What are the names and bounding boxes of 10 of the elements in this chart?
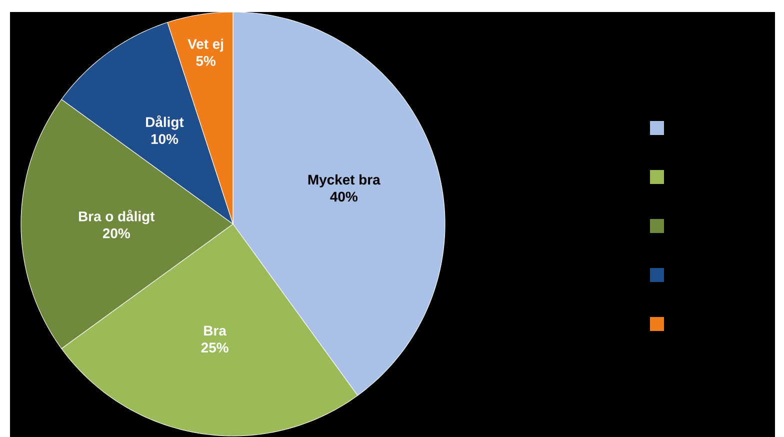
data-label: 10%	[151, 134, 178, 144]
slice-label: Vet ej	[188, 38, 224, 52]
data-label: 25%	[201, 342, 228, 353]
data-label: 20%	[102, 228, 130, 238]
slice-label: Bra	[204, 326, 227, 336]
slice-label: Bra o dåligt	[78, 210, 155, 224]
slice-label: Mycket bra	[308, 174, 380, 188]
slice-label: Dåligt	[146, 115, 184, 130]
data-label: 40%	[330, 192, 358, 202]
data-label: 5%	[196, 56, 216, 66]
